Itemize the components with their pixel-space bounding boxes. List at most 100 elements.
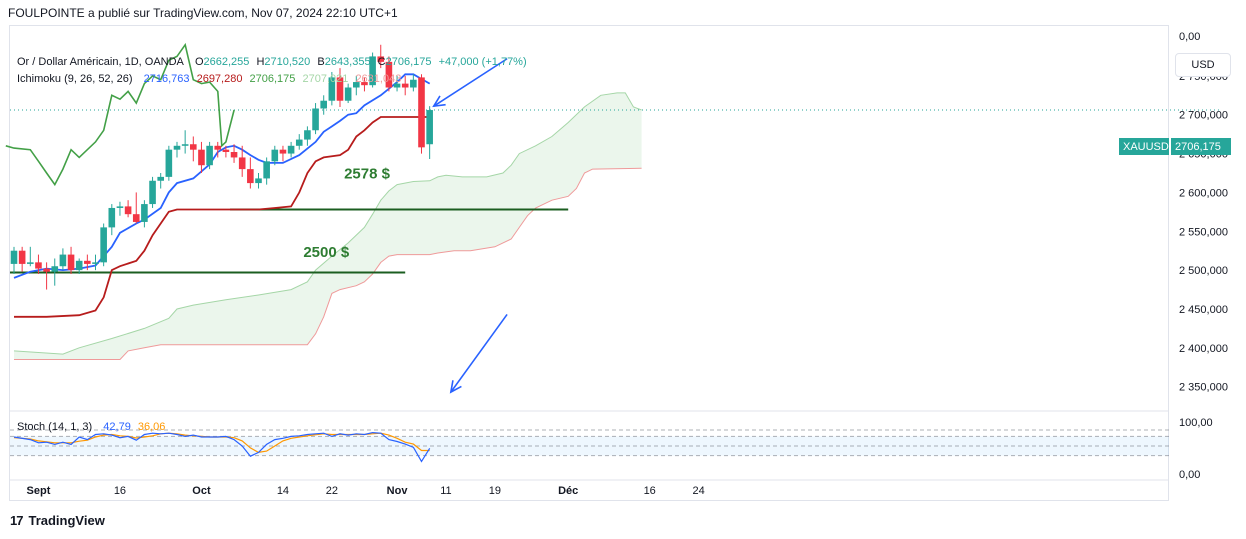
- price-axis-label: 2 400,000: [1179, 343, 1228, 355]
- symbol-name[interactable]: Or / Dollar Américain, 1D, OANDA: [17, 56, 184, 68]
- candle-body: [287, 145, 295, 154]
- candle-body: [214, 145, 222, 150]
- candle-body: [165, 149, 173, 177]
- candle-body: [35, 262, 42, 269]
- time-axis-label: 16: [644, 485, 656, 497]
- annotation-arrowhead-0: [432, 95, 446, 108]
- time-axis-label: 22: [326, 485, 338, 497]
- candle-body: [10, 250, 18, 264]
- candle-body: [116, 206, 124, 208]
- span-a-value: 2707,021: [302, 73, 349, 85]
- candle-body: [27, 262, 34, 264]
- tenkan-value: 2716,763: [143, 73, 190, 85]
- ichimoku-cloud: [14, 92, 642, 360]
- currency-button[interactable]: USD: [1175, 53, 1231, 77]
- brand-name: TradingView: [28, 513, 105, 528]
- candle-body: [75, 260, 83, 271]
- candle-body: [100, 227, 107, 263]
- candle-body: [141, 204, 148, 222]
- kijun-value: 2697,280: [196, 73, 243, 85]
- candle-body: [18, 250, 26, 264]
- stoch-d-value: 36,06: [137, 421, 166, 433]
- chikou-span-line: [5, 42, 235, 187]
- last-price-tag: 2706,175: [1171, 138, 1231, 155]
- span-b-line: [14, 167, 642, 360]
- stoch-k-value: 42,79: [103, 421, 131, 433]
- high-label: H: [256, 56, 265, 68]
- candle-body: [410, 79, 417, 88]
- time-axis-label: 11: [440, 485, 451, 497]
- candle-body: [271, 149, 279, 162]
- chikou-value: 2706,175: [249, 73, 296, 85]
- time-axis-label: Nov: [387, 485, 409, 497]
- candle-body: [43, 268, 50, 272]
- stoch-band-fill: [10, 436, 1169, 456]
- time-axis-label: 24: [692, 485, 704, 497]
- price-axis-label: 2 600,000: [1179, 187, 1228, 199]
- candle-body: [149, 180, 156, 205]
- time-axis-label: 19: [489, 485, 501, 497]
- candle-body: [108, 207, 116, 228]
- candle-body: [132, 214, 140, 222]
- ichimoku-label[interactable]: Ichimoku (9, 26, 52, 26): [17, 73, 133, 85]
- annotation-arrow-0: [433, 58, 508, 107]
- price-axis-label: 2 500,000: [1179, 265, 1228, 277]
- ichimoku-legend: Ichimoku (9, 26, 52, 26) 2716,763 2697,2…: [17, 73, 405, 85]
- candle-body: [304, 130, 311, 140]
- candle-body: [198, 149, 205, 166]
- candle-body: [247, 169, 254, 184]
- time-axis-label: Sept: [27, 485, 51, 497]
- span-b-value: 2631,043: [355, 73, 402, 85]
- candle-body: [361, 82, 368, 86]
- kijun-sen-line: [14, 116, 430, 318]
- candle-body: [124, 206, 132, 215]
- candle-body: [190, 144, 197, 150]
- time-axis-label: 16: [114, 485, 126, 497]
- stoch-k-line: [13, 431, 431, 463]
- candle-body: [344, 87, 352, 101]
- tradingview-footer[interactable]: 17 TradingView: [10, 513, 105, 528]
- candle-body: [92, 262, 99, 264]
- candle-body: [206, 145, 213, 166]
- close-label: C: [377, 56, 386, 68]
- candle-body: [157, 176, 164, 181]
- candle-body: [263, 161, 270, 179]
- high-value: 2710,520: [264, 56, 311, 68]
- candle-body: [312, 108, 319, 131]
- candle-body: [173, 145, 181, 150]
- ticker-symbol-tag: XAUUSD: [1119, 138, 1169, 155]
- symbol-legend: Or / Dollar Américain, 1D, OANDA O2662,2…: [17, 56, 531, 68]
- open-value: 2662,255: [203, 56, 250, 68]
- candle-body: [279, 149, 287, 154]
- candle-body: [320, 100, 327, 109]
- candle-body: [59, 254, 67, 267]
- stoch-legend: Stoch (14, 1, 3) 42,79 36,06: [17, 421, 169, 433]
- low-value: 2643,355: [324, 56, 371, 68]
- support-label-1: 2500 $: [303, 244, 350, 261]
- candle-body: [393, 83, 401, 88]
- candle-body: [377, 56, 385, 62]
- candle-body: [238, 157, 246, 170]
- open-label: O: [194, 56, 204, 68]
- publisher-caption: FOULPOINTE a publié sur TradingView.com,…: [8, 6, 398, 20]
- candle-body: [84, 260, 91, 264]
- candle-body: [255, 178, 262, 184]
- change-value: +47,000 (+1,77%): [438, 56, 527, 68]
- close-value: 2706,175: [385, 56, 432, 68]
- time-axis-label: Oct: [192, 485, 211, 497]
- candle-body: [67, 254, 75, 271]
- candle-body: [181, 144, 189, 146]
- candle-body: [418, 77, 425, 148]
- stoch-axis-label: 100,00: [1179, 417, 1213, 429]
- candle-body: [51, 266, 59, 272]
- candle-body: [369, 56, 376, 86]
- price-axis-label: 2 700,000: [1179, 110, 1228, 122]
- stoch-label[interactable]: Stoch (14, 1, 3): [17, 421, 93, 433]
- candle-body: [295, 139, 303, 146]
- candle-body: [426, 110, 433, 145]
- candle-body: [401, 83, 409, 88]
- price-axis-label: 2 350,000: [1179, 382, 1228, 394]
- support-label-0: 2578 $: [344, 165, 391, 182]
- span-a-line: [13, 92, 642, 355]
